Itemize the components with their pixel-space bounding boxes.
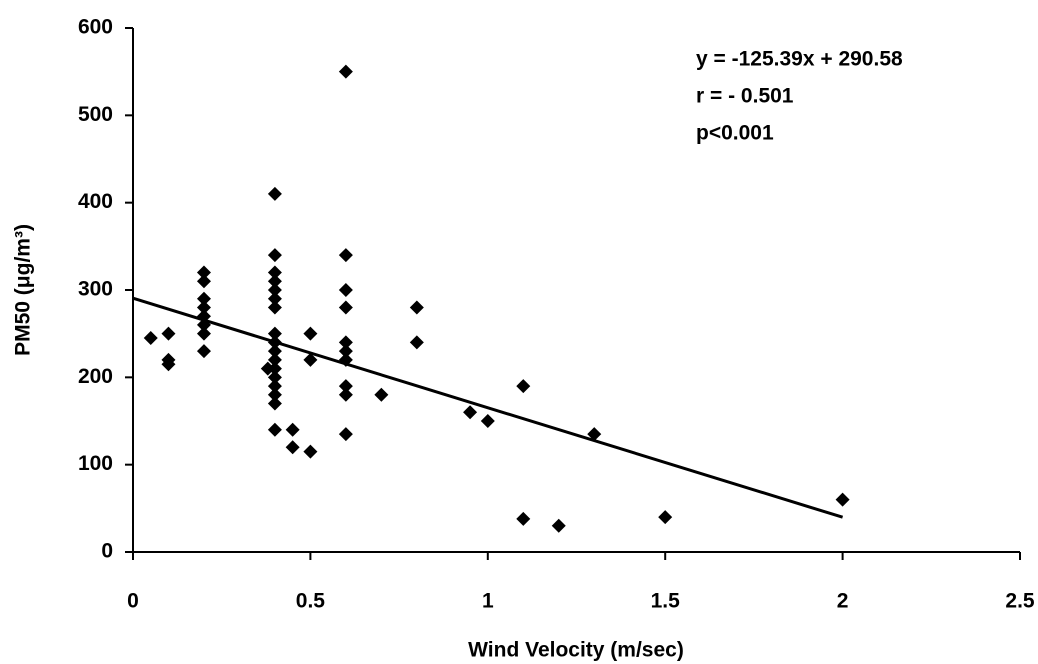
- point: [338, 379, 353, 394]
- point: [374, 387, 389, 402]
- point: [303, 444, 318, 459]
- point: [196, 265, 211, 280]
- x-tick-label: 2: [837, 590, 849, 613]
- point: [196, 274, 211, 289]
- y-tick-label: 100: [78, 452, 113, 475]
- point: [551, 518, 566, 533]
- point: [285, 440, 300, 455]
- point: [338, 248, 353, 263]
- point: [267, 274, 282, 289]
- y-tick-label: 500: [78, 103, 113, 126]
- point: [143, 331, 158, 346]
- x-axis-title: Wind Velocity (m/sec): [468, 639, 684, 662]
- point: [516, 511, 531, 526]
- point: [835, 492, 850, 507]
- point: [303, 326, 318, 341]
- point: [338, 335, 353, 350]
- x-tick-label: 0: [127, 590, 139, 613]
- point: [267, 300, 282, 315]
- y-tick-label: 0: [101, 540, 113, 563]
- point: [260, 361, 275, 376]
- point: [267, 283, 282, 297]
- point: [409, 300, 424, 315]
- point: [267, 344, 282, 359]
- point: [463, 405, 478, 420]
- point: [267, 396, 282, 411]
- point: [285, 422, 300, 437]
- point: [267, 422, 282, 437]
- x-tick-label: 2.5: [1005, 590, 1035, 613]
- point: [196, 326, 211, 341]
- x-tick-label: 0.5: [296, 590, 326, 613]
- point: [338, 387, 353, 402]
- point: [267, 387, 282, 402]
- y-tick-label: 300: [78, 278, 113, 301]
- point: [267, 186, 282, 201]
- point: [267, 248, 282, 263]
- point: [196, 344, 211, 359]
- trendline: [132, 296, 844, 519]
- point: [409, 335, 424, 350]
- point: [480, 414, 495, 428]
- point: [267, 265, 282, 280]
- point: [196, 291, 211, 306]
- x-tick-label: 1: [482, 590, 494, 613]
- point: [267, 379, 282, 394]
- y-axis-title: PM50 (μg/m³): [12, 224, 35, 356]
- point: [267, 370, 282, 385]
- point: [161, 326, 176, 341]
- annotation: p<0.001: [696, 122, 774, 145]
- annotation: y = -125.39x + 290.58: [696, 48, 903, 71]
- point: [516, 379, 531, 394]
- annotation: r = - 0.501: [696, 85, 794, 108]
- y-tick-label: 600: [78, 16, 113, 39]
- y-tick-label: 200: [78, 365, 113, 388]
- point: [161, 357, 176, 372]
- point: [338, 344, 353, 359]
- point: [196, 300, 211, 315]
- point: [658, 510, 673, 525]
- point: [267, 361, 282, 376]
- point: [338, 427, 353, 442]
- point: [338, 283, 353, 297]
- point: [587, 427, 602, 442]
- point: [267, 291, 282, 306]
- point: [338, 64, 353, 79]
- y-tick-label: 400: [78, 190, 113, 213]
- x-tick-label: 1.5: [651, 590, 681, 613]
- point: [267, 352, 282, 367]
- point: [303, 352, 318, 367]
- point: [338, 300, 353, 315]
- point: [267, 326, 282, 341]
